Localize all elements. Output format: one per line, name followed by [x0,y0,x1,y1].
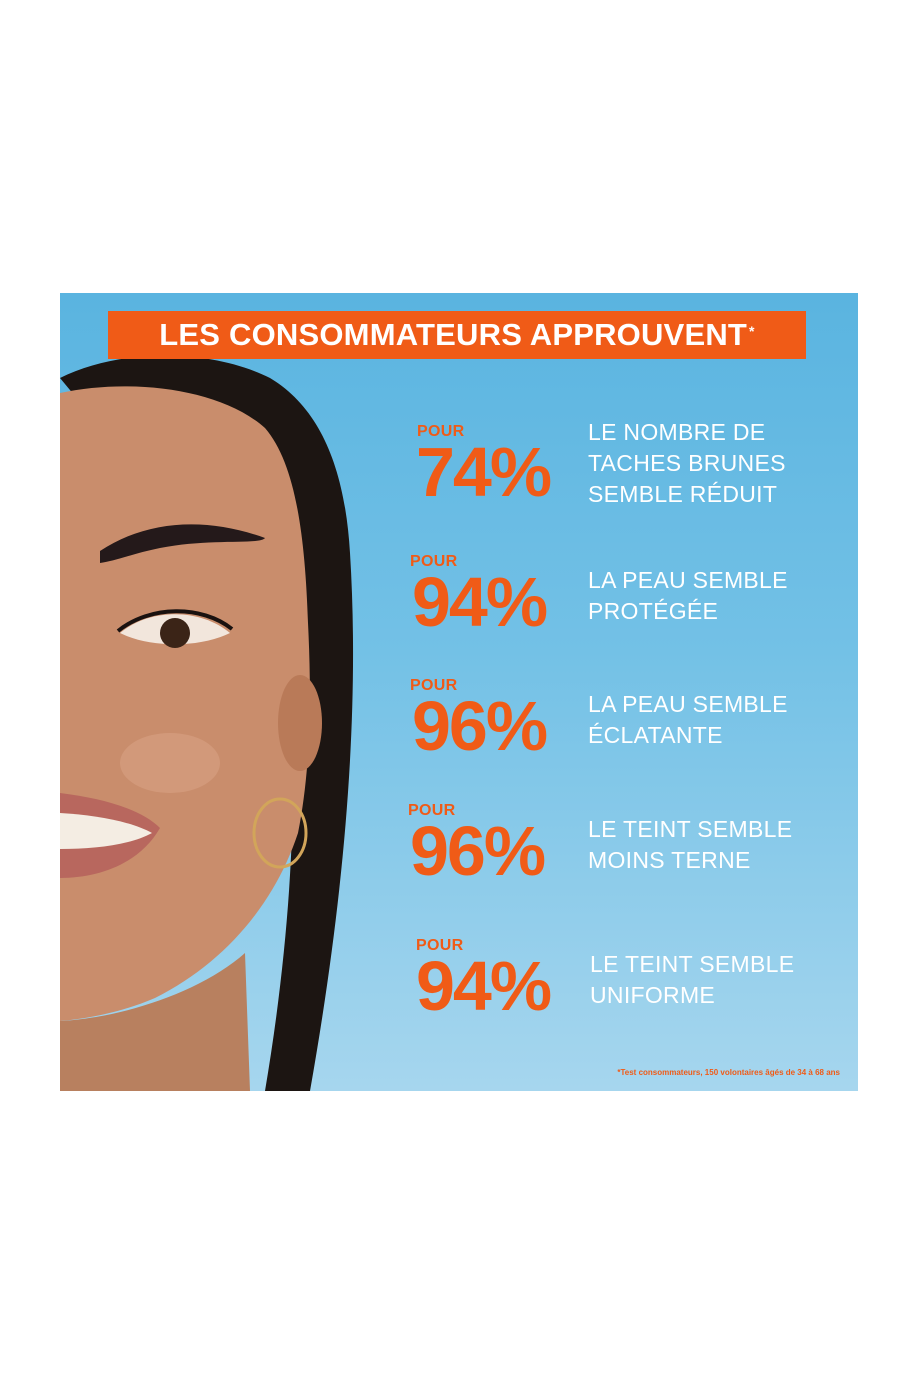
smiling-woman-portrait [60,355,354,1091]
stat-line: TACHES BRUNES [588,450,786,476]
headline-title: LES CONSOMMATEURS APPROUVENT [159,317,748,352]
stat-line: UNIFORME [590,982,716,1008]
stat-description: LE TEINT SEMBLE UNIFORME [590,949,794,1011]
stat-description: LE NOMBRE DE TACHES BRUNES SEMBLE RÉDUIT [588,417,786,510]
stat-line: MOINS TERNE [588,847,751,873]
stat-item: POUR 74% LE NOMBRE DE TACHES BRUNES SEMB… [60,413,858,523]
stat-item: POUR 96% LE TEINT SEMBLE MOINS TERNE [60,796,858,906]
stat-line: SEMBLE RÉDUIT [588,481,778,507]
stat-item: POUR 94% LE TEINT SEMBLE UNIFORME [60,931,858,1041]
stat-line: LA PEAU SEMBLE [588,567,788,593]
stat-percent: 74% [416,433,552,511]
stat-prefix: POUR [408,802,456,819]
stat-line: LE TEINT SEMBLE [588,816,793,842]
stat-percent: 94% [412,563,548,641]
stat-percent: 94% [416,947,552,1025]
stat-prefix: POUR [417,423,465,440]
stat-prefix: POUR [410,553,458,570]
stat-line: PROTÉGÉE [588,598,719,624]
footnote: *Test consommateurs, 150 volontaires âgé… [617,1068,840,1077]
stat-description: LE TEINT SEMBLE MOINS TERNE [588,814,792,876]
stat-percent: 96% [410,812,546,890]
headline-asterisk: * [749,323,755,339]
stat-prefix: POUR [416,937,464,954]
stat-line: LA PEAU SEMBLE [588,691,788,717]
ad-panel: LES CONSOMMATEURS APPROUVENT * POUR 74% L… [60,293,858,1091]
stat-item: POUR 96% LA PEAU SEMBLE ÉCLATANTE [60,671,858,781]
stat-line: LE NOMBRE DE [588,419,766,445]
stat-line: ÉCLATANTE [588,722,723,748]
headline-banner: LES CONSOMMATEURS APPROUVENT * [108,311,806,359]
stat-line: LE TEINT SEMBLE [590,951,795,977]
stat-description: LA PEAU SEMBLE ÉCLATANTE [588,689,788,751]
stat-prefix: POUR [410,677,458,694]
stat-percent: 96% [412,687,548,765]
stat-description: LA PEAU SEMBLE PROTÉGÉE [588,565,788,627]
stat-item: POUR 94% LA PEAU SEMBLE PROTÉGÉE [60,547,858,657]
